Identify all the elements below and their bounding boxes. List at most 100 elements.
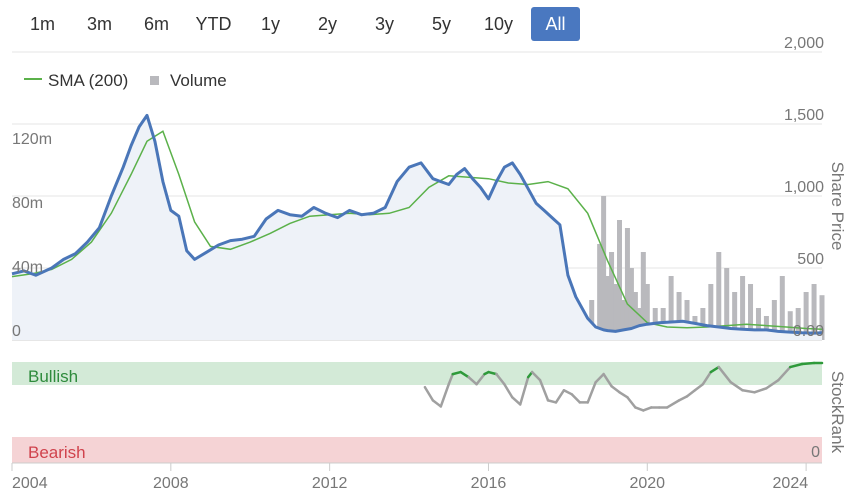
stockrank-segment bbox=[701, 370, 713, 386]
range-button-2y[interactable]: 2y bbox=[317, 14, 337, 34]
range-button-6m[interactable]: 6m bbox=[143, 14, 169, 34]
bearish-band bbox=[12, 437, 822, 463]
volume-bar bbox=[748, 284, 754, 340]
price-line bbox=[11, 113, 823, 335]
stockrank-zero-label: 0 bbox=[811, 444, 820, 461]
legend-volume-label[interactable]: Volume bbox=[170, 71, 227, 90]
stockrank-segment bbox=[431, 399, 443, 408]
x-tick-label: 2020 bbox=[629, 475, 665, 489]
volume-bar bbox=[708, 284, 714, 340]
price-tick-label: 2,000 bbox=[784, 35, 824, 52]
stockrank-segment bbox=[487, 370, 498, 376]
volume-bar bbox=[601, 196, 607, 340]
range-button-3y[interactable]: 3y bbox=[374, 14, 394, 34]
stockrank-segment bbox=[495, 372, 506, 386]
stockrank-segment bbox=[717, 365, 732, 384]
bearish-label: Bearish bbox=[28, 443, 86, 462]
stockrank-segment bbox=[475, 372, 486, 386]
volume-bar bbox=[589, 300, 595, 340]
range-selector: 1m 3m 6m YTD 1y 2y 3y 5y 10y All bbox=[14, 7, 580, 41]
price-tick-label: 500 bbox=[797, 251, 824, 268]
stockrank-segment bbox=[570, 393, 582, 404]
stockrank-segment bbox=[451, 370, 462, 376]
volume-bar bbox=[819, 295, 825, 340]
x-tick-label: 2024 bbox=[773, 475, 809, 489]
stockrank-segment bbox=[685, 389, 697, 398]
legend-sma-label[interactable]: SMA (200) bbox=[48, 71, 128, 90]
volume-bar bbox=[732, 292, 738, 340]
stockrank-segment bbox=[626, 396, 637, 409]
stockrank-segment bbox=[439, 382, 451, 408]
stockrank-segment bbox=[753, 387, 768, 394]
price-tick-label: 1,500 bbox=[784, 107, 824, 124]
legend-volume-swatch[interactable] bbox=[150, 76, 159, 85]
x-tick-label: 2012 bbox=[312, 475, 348, 489]
x-tick-label: 2008 bbox=[153, 475, 189, 489]
stockrank-segment bbox=[665, 399, 681, 409]
stockrank-segment bbox=[530, 370, 542, 382]
volume-bar bbox=[779, 276, 785, 340]
price-tick-label: 1,000 bbox=[784, 179, 824, 196]
volume-bar bbox=[644, 284, 650, 340]
sma-line bbox=[11, 130, 823, 330]
x-tick-label: 2016 bbox=[471, 475, 507, 489]
x-tick-label: 2004 bbox=[12, 475, 48, 489]
volume-bar bbox=[676, 292, 682, 340]
volume-bar bbox=[617, 220, 622, 340]
stockrank-segment bbox=[586, 380, 597, 404]
stockrank-segment bbox=[693, 382, 705, 392]
volume-bar bbox=[605, 276, 611, 340]
stockrank-segment bbox=[634, 406, 645, 412]
volume-bar bbox=[716, 252, 722, 340]
volume-tick-label: 80m bbox=[12, 195, 43, 212]
price-axis-title: Share Price bbox=[828, 162, 847, 251]
range-button-10y[interactable]: 10y bbox=[483, 14, 514, 34]
volume-bar bbox=[787, 311, 793, 340]
stockrank-segment bbox=[677, 395, 689, 402]
volume-bar bbox=[795, 308, 801, 340]
stockrank-segment bbox=[518, 375, 530, 406]
volume-bar bbox=[640, 252, 646, 340]
volume-bar bbox=[803, 292, 809, 340]
stockrank-segment bbox=[741, 389, 756, 394]
range-button-3m[interactable]: 3m bbox=[86, 14, 112, 34]
volume-bar bbox=[724, 268, 730, 340]
range-button-1m[interactable]: 1m bbox=[29, 14, 55, 34]
volume-bar bbox=[763, 316, 769, 340]
stockrank-segment bbox=[618, 391, 629, 399]
range-button-ytd[interactable]: YTD bbox=[195, 14, 232, 34]
volume-bar bbox=[755, 308, 761, 340]
stockrank-segment bbox=[546, 399, 558, 404]
volume-bar bbox=[620, 300, 626, 340]
stockrank-segment bbox=[602, 372, 613, 388]
stockrank-axis-title: StockRank bbox=[828, 371, 847, 454]
stockrank-segment bbox=[594, 372, 605, 384]
stockrank-segment bbox=[788, 362, 804, 369]
stockrank-segment bbox=[610, 384, 621, 394]
volume-bar bbox=[628, 268, 634, 340]
range-button-all[interactable]: All bbox=[531, 7, 580, 41]
volume-tick-label: 40m bbox=[12, 259, 43, 276]
range-button-1y[interactable]: 1y bbox=[260, 14, 280, 34]
volume-bar bbox=[609, 252, 615, 340]
stockrank-segment bbox=[423, 386, 435, 402]
stockrank-segment bbox=[562, 389, 574, 396]
stockrank-segment bbox=[503, 382, 514, 399]
volume-bar bbox=[771, 300, 777, 340]
volume-tick-label: 120m bbox=[12, 131, 52, 148]
volume-bar bbox=[811, 284, 817, 340]
bullish-label: Bullish bbox=[28, 367, 78, 386]
volume-bar bbox=[613, 284, 619, 340]
volume-bar bbox=[684, 300, 690, 340]
stockrank-segment bbox=[554, 389, 566, 404]
stockrank-segment bbox=[765, 378, 780, 390]
range-button-5y[interactable]: 5y bbox=[431, 14, 451, 34]
volume-bar bbox=[632, 292, 638, 340]
volume-bar bbox=[668, 276, 674, 340]
stockrank-segment bbox=[459, 370, 470, 379]
stockrank-segment bbox=[729, 380, 744, 392]
stockrank-segment bbox=[777, 365, 792, 382]
stockrank-segment bbox=[709, 365, 721, 374]
stockrank-segment bbox=[642, 406, 653, 412]
